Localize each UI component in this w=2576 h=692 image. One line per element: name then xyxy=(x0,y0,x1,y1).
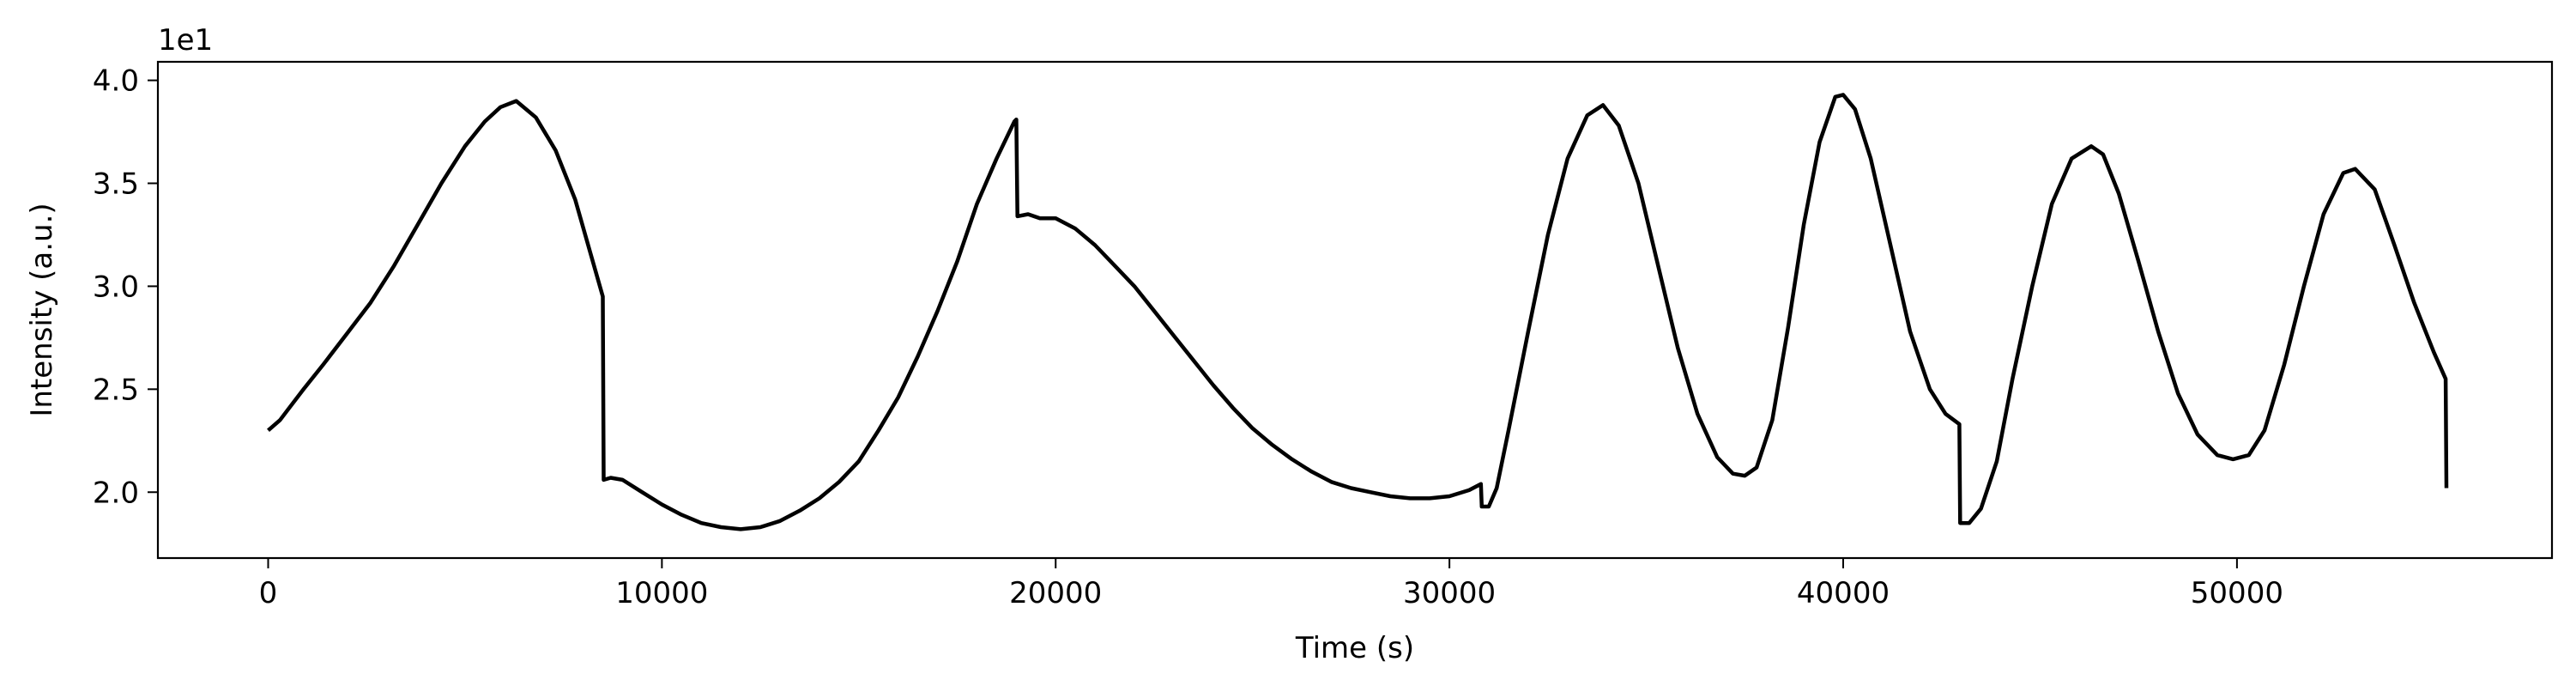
y-axis-label: Intensity (a.u.) xyxy=(25,203,59,416)
y-tick-label: 3.0 xyxy=(93,270,139,304)
y-tick-label: 4.0 xyxy=(93,64,139,99)
y-tick-label: 2.5 xyxy=(93,373,139,407)
x-tick-label: 40000 xyxy=(1797,576,1890,610)
x-tick-label: 20000 xyxy=(1009,576,1102,610)
x-tick-label: 30000 xyxy=(1403,576,1496,610)
x-tick-label: 0 xyxy=(259,576,278,610)
y-scale-label: 1e1 xyxy=(158,23,213,58)
series-line-0 xyxy=(267,93,2449,531)
plot-frame xyxy=(156,60,2554,560)
y-tick-label: 3.5 xyxy=(93,167,139,202)
axis-ticks: 0 10000 20000 30000 40000 50000 2.0 2.5 3.0 3.5 4.… xyxy=(93,64,2283,610)
x-axis-label: Time (s) xyxy=(1295,631,1414,665)
x-tick-label: 50000 xyxy=(2191,576,2283,610)
data-series xyxy=(267,93,2449,531)
x-tick-label: 10000 xyxy=(615,576,708,610)
y-tick-label: 2.0 xyxy=(93,476,139,510)
